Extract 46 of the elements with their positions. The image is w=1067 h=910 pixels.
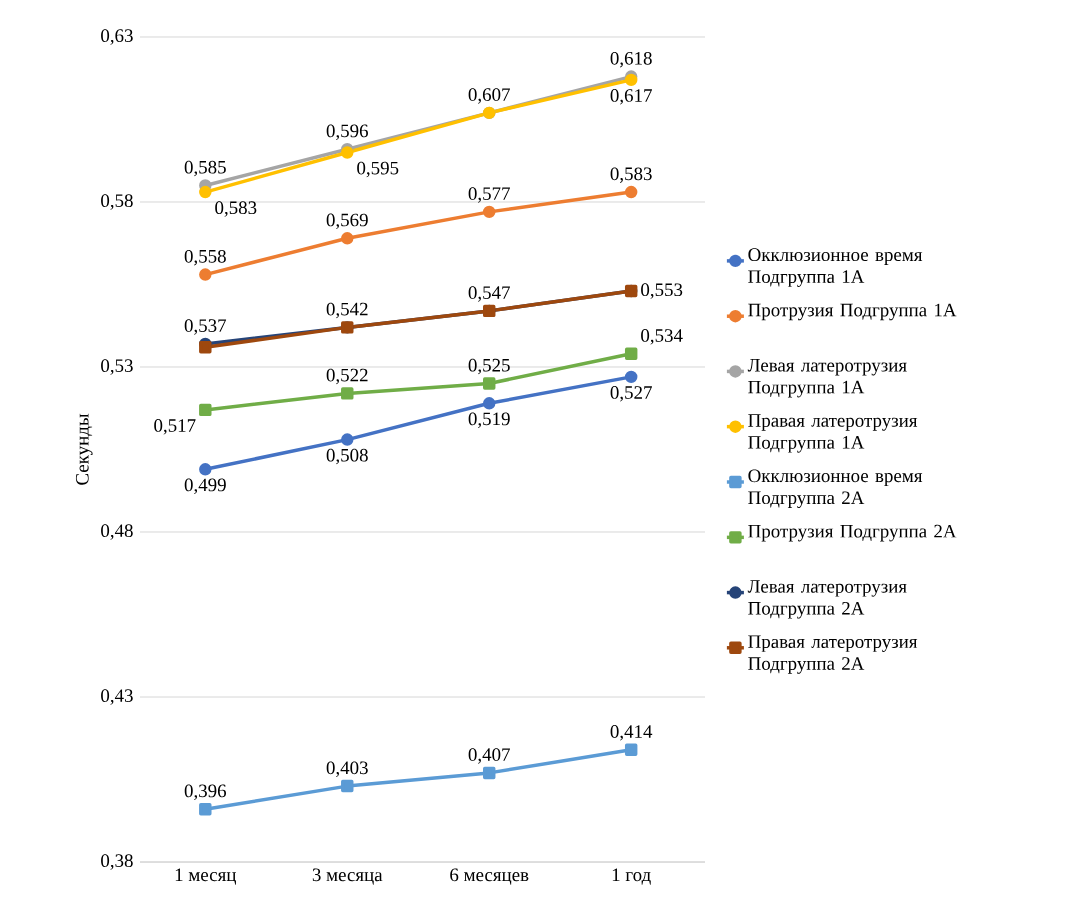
data-label: 0,558: [184, 249, 226, 266]
data-label: 0,553: [641, 283, 683, 299]
data-label: 0,519: [468, 412, 510, 428]
legend-label: Окклюзионное время Подгруппа 1А: [748, 248, 923, 287]
data-label: 0,537: [184, 319, 227, 335]
data-label: 0,547: [468, 286, 510, 302]
x-tick-label: 3 месяца: [312, 868, 383, 885]
y-tick-label: 0,43: [101, 689, 133, 705]
data-label: 0,577: [468, 187, 510, 203]
data-label: 0,499: [184, 478, 226, 494]
data-label: 0,527: [610, 386, 652, 402]
data-label: 0,583: [610, 167, 652, 183]
x-tick-label: 1 месяц: [175, 868, 237, 885]
data-label: 0,596: [326, 124, 368, 140]
y-tick-label: 0,48: [101, 524, 133, 540]
data-label: 0,403: [326, 761, 368, 777]
legend-label: Левая латеротрузия Подгруппа 2А: [747, 580, 907, 619]
data-label: 0,407: [468, 748, 510, 764]
data-label: 0,618: [610, 51, 652, 68]
data-label: 0,569: [326, 213, 368, 230]
y-tick-label: 0,58: [101, 194, 133, 210]
y-tick-label: 0,53: [101, 359, 133, 375]
data-label: 0,595: [357, 161, 399, 178]
data-label: 0,396: [184, 784, 227, 800]
x-tick-label: 6 месяцев: [450, 868, 529, 885]
y-tick-label: 0,38: [101, 854, 133, 870]
data-label: 0,508: [326, 448, 368, 465]
data-label: 0,617: [610, 89, 652, 105]
legend-label: Правая латеротрузия Подгруппа 2А: [748, 635, 918, 674]
data-label: 0,525: [468, 358, 510, 375]
legend-label: Протрузия Подгруппа 2А: [748, 524, 957, 542]
data-label: 0,414: [610, 725, 653, 741]
y-tick-label: 0,63: [101, 29, 133, 45]
legend-label: Протрузия Подгруппа 1А: [748, 303, 957, 321]
data-label: 0,585: [184, 160, 226, 177]
y-axis-title: Секунды: [75, 413, 93, 485]
data-label: 0,583: [215, 201, 257, 217]
legend-label: Правая латеротрузия Подгруппа 1А: [748, 414, 918, 453]
x-tick-label: 1 год: [612, 868, 651, 885]
data-label: 0,517: [154, 419, 196, 435]
legend-label: Левая латеротрузия Подгруппа 1А: [747, 359, 907, 398]
data-label: 0,534: [641, 329, 683, 345]
data-label: 0,522: [326, 368, 368, 385]
data-label: 0,607: [468, 88, 510, 104]
data-label: 0,542: [326, 302, 368, 319]
legend-label: Окклюзионное время Подгруппа 2А: [748, 469, 923, 508]
